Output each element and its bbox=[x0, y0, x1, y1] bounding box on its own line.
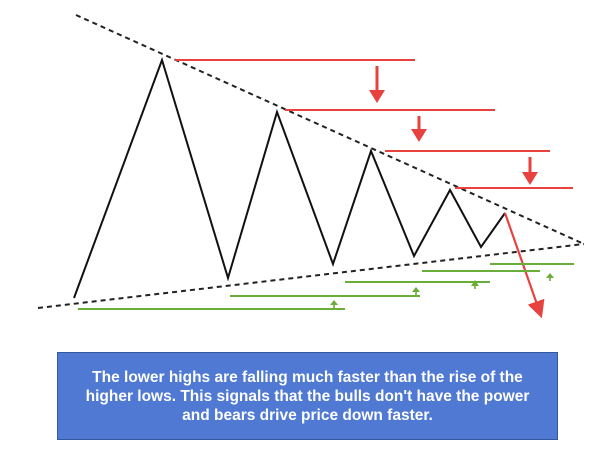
lower-high-markers bbox=[175, 59, 573, 189]
lower-trendline bbox=[37, 243, 585, 309]
up-arrow-2 bbox=[412, 287, 420, 295]
upper-trendline bbox=[75, 14, 585, 245]
higher-low-markers bbox=[78, 263, 574, 310]
down-arrow-3 bbox=[522, 157, 538, 185]
breakdown-arrow bbox=[503, 212, 545, 319]
caption-box: The lower highs are falling much faster … bbox=[57, 352, 558, 440]
down-arrow-1 bbox=[369, 66, 385, 103]
up-arrow-1 bbox=[330, 300, 338, 308]
down-arrow-2 bbox=[411, 116, 427, 142]
caption-text: The lower highs are falling much faster … bbox=[85, 368, 530, 424]
up-arrow-3 bbox=[471, 280, 479, 289]
price-zigzag-line bbox=[73, 56, 506, 299]
up-arrow-4 bbox=[546, 273, 554, 281]
